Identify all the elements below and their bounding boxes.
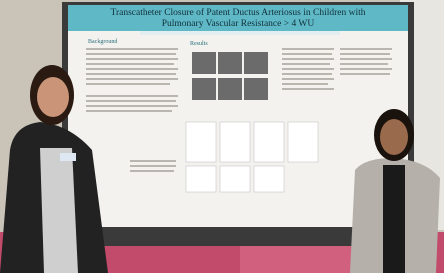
section-heading: Background — [88, 39, 117, 45]
photo: Transcatheter Closure of Patent Ductus A… — [0, 0, 444, 273]
poster-title: Pulmonary Vascular Resistance > 4 WU — [162, 19, 315, 29]
poster-title: Transcatheter Closure of Patent Ductus A… — [110, 7, 365, 18]
section-heading: Results — [190, 41, 208, 47]
authors-line — [140, 31, 340, 35]
